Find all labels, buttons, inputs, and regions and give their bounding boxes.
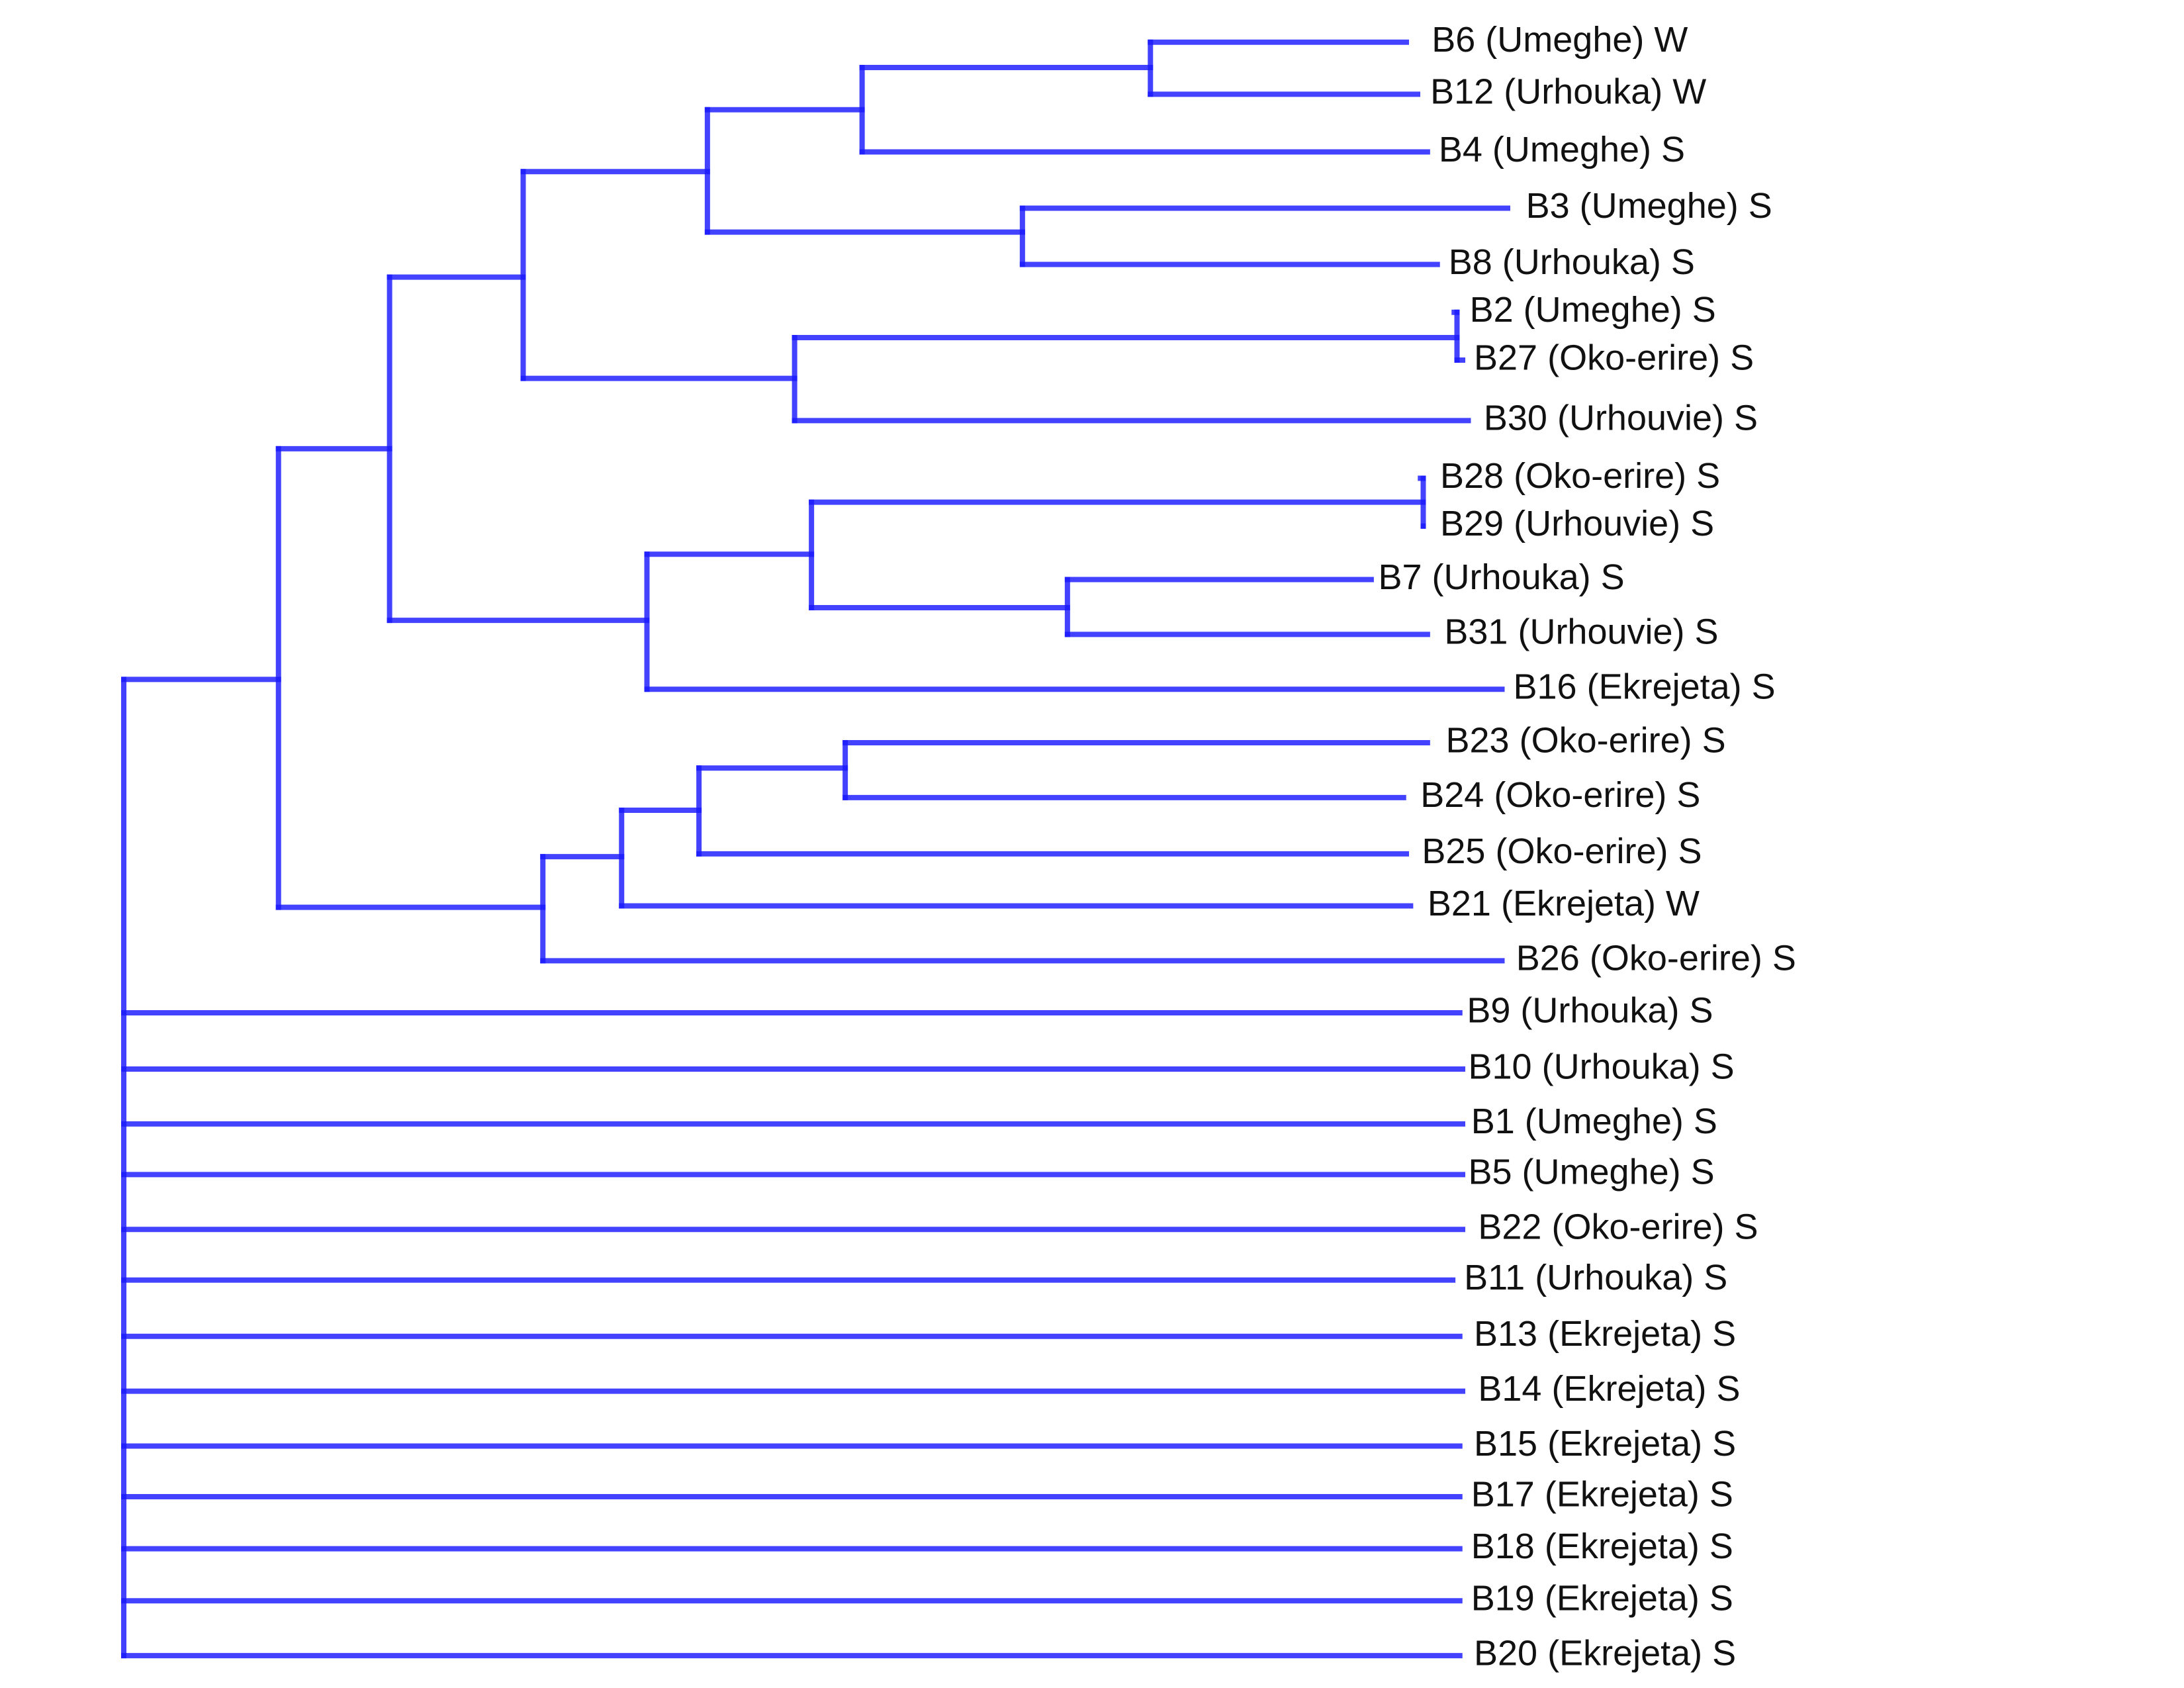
leaf-label: B15 (Ekrejeta) S [1474, 1424, 1736, 1464]
leaf-labels: B6 (Umeghe) W B12 (Urhouka) W B4 (Umeghe) … [1379, 20, 1796, 1673]
leaf-label: B7 (Urhouka) S [1379, 557, 1625, 597]
leaf-label: B16 (Ekrejeta) S [1514, 667, 1776, 707]
leaf-label: B5 (Umeghe) S [1469, 1152, 1715, 1192]
leaf-label: B18 (Ekrejeta) S [1471, 1526, 1733, 1566]
leaf-label: B10 (Urhouka) S [1469, 1047, 1735, 1086]
leaf-label: B19 (Ekrejeta) S [1471, 1579, 1733, 1618]
leaf-label: B14 (Ekrejeta) S [1478, 1369, 1740, 1409]
leaf-label: B31 (Urhouvie) S [1444, 612, 1718, 652]
leaf-label: B26 (Oko-erire) S [1516, 939, 1796, 978]
dendrogram-branches [121, 39, 1510, 1659]
leaf-label: B11 (Urhouka) S [1464, 1258, 1727, 1297]
leaf-label: B4 (Umeghe) S [1439, 130, 1685, 169]
leaf-label: B22 (Oko-erire) S [1478, 1207, 1758, 1247]
leaf-label: B30 (Urhouvie) S [1484, 399, 1758, 438]
leaf-label: B6 (Umeghe) W [1432, 20, 1688, 60]
leaf-label: B3 (Umeghe) S [1526, 186, 1772, 226]
leaf-label: B13 (Ekrejeta) S [1474, 1314, 1736, 1354]
leaf-label: B1 (Umeghe) S [1471, 1102, 1717, 1141]
leaf-label: B21 (Ekrejeta) W [1428, 884, 1700, 923]
leaf-label: B20 (Ekrejeta) S [1474, 1633, 1736, 1673]
leaf-label: B24 (Oko-erire) S [1420, 775, 1700, 815]
leaf-label: B29 (Urhouvie) S [1440, 504, 1714, 543]
leaf-label: B27 (Oko-erire) S [1474, 338, 1754, 377]
leaf-label: B17 (Ekrejeta) S [1471, 1474, 1733, 1514]
leaf-label: B25 (Oko-erire) S [1422, 831, 1702, 871]
leaf-label: B9 (Urhouka) S [1467, 990, 1713, 1030]
leaf-label: B2 (Umeghe) S [1470, 290, 1716, 330]
leaf-label: B23 (Oko-erire) S [1446, 720, 1726, 760]
leaf-label: B28 (Oko-erire) S [1440, 456, 1720, 496]
leaf-label: B8 (Urhouka) S [1449, 242, 1695, 282]
leaf-label: B12 (Urhouka) W [1430, 72, 1706, 112]
